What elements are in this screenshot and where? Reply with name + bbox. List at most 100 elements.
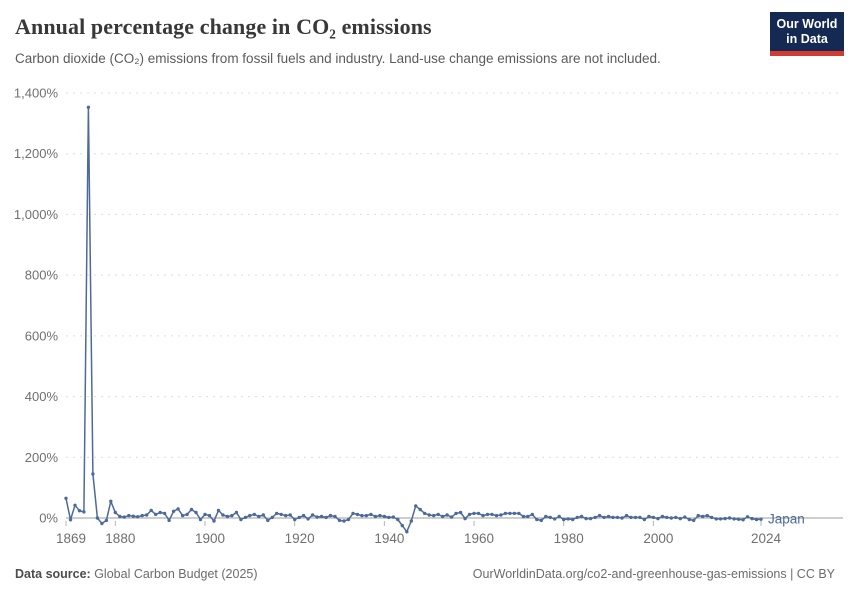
data-point[interactable] xyxy=(176,507,180,511)
data-point[interactable] xyxy=(306,517,310,521)
data-point[interactable] xyxy=(127,513,131,518)
data-point[interactable] xyxy=(535,517,539,522)
data-point[interactable] xyxy=(207,513,212,518)
data-point[interactable] xyxy=(544,514,548,519)
data-point[interactable] xyxy=(606,514,611,519)
data-point[interactable] xyxy=(400,523,404,528)
data-point[interactable] xyxy=(575,515,579,520)
data-point[interactable] xyxy=(660,514,665,519)
data-point[interactable] xyxy=(230,513,234,518)
data-point[interactable] xyxy=(710,515,714,520)
data-point[interactable] xyxy=(145,513,149,517)
data-point[interactable] xyxy=(503,511,508,516)
data-point[interactable] xyxy=(154,512,158,517)
data-point[interactable] xyxy=(243,515,248,520)
owid-logo[interactable]: Our World in Data xyxy=(770,12,844,56)
data-point[interactable] xyxy=(369,512,373,517)
data-point[interactable] xyxy=(64,496,68,500)
data-point[interactable] xyxy=(476,511,481,516)
data-point[interactable] xyxy=(346,517,351,522)
data-point[interactable] xyxy=(481,513,485,518)
data-point[interactable] xyxy=(530,512,534,517)
data-point[interactable] xyxy=(136,515,140,519)
data-point[interactable] xyxy=(584,516,588,521)
data-point[interactable] xyxy=(315,515,319,519)
data-point[interactable] xyxy=(517,511,521,516)
data-point[interactable] xyxy=(248,513,252,518)
data-point[interactable] xyxy=(189,507,194,512)
data-point[interactable] xyxy=(158,510,162,515)
data-point[interactable] xyxy=(696,513,700,518)
data-point[interactable] xyxy=(745,515,750,519)
data-point[interactable] xyxy=(162,511,167,516)
data-point[interactable] xyxy=(449,515,454,519)
data-point[interactable] xyxy=(683,515,687,519)
data-point[interactable] xyxy=(750,516,754,521)
data-point[interactable] xyxy=(508,511,512,516)
data-point[interactable] xyxy=(548,515,552,520)
data-point[interactable] xyxy=(68,518,73,522)
data-point[interactable] xyxy=(642,517,647,522)
data-point[interactable] xyxy=(440,514,445,519)
data-point[interactable] xyxy=(351,511,355,516)
data-point[interactable] xyxy=(678,516,682,521)
data-point[interactable] xyxy=(284,513,288,518)
data-point[interactable] xyxy=(701,514,705,519)
data-point[interactable] xyxy=(342,519,346,523)
data-point[interactable] xyxy=(759,517,763,521)
data-point[interactable] xyxy=(104,518,109,523)
data-point[interactable] xyxy=(593,515,597,520)
data-point[interactable] xyxy=(86,105,91,109)
data-point[interactable] xyxy=(409,519,413,523)
data-point[interactable] xyxy=(629,515,633,520)
data-point[interactable] xyxy=(301,513,306,518)
data-point[interactable] xyxy=(324,515,328,520)
data-point[interactable] xyxy=(647,514,651,519)
data-point[interactable] xyxy=(432,513,436,518)
data-point[interactable] xyxy=(714,517,718,521)
data-point[interactable] xyxy=(140,513,144,518)
data-point[interactable] xyxy=(597,513,602,518)
data-point[interactable] xyxy=(261,513,265,517)
data-point[interactable] xyxy=(512,511,517,516)
data-point[interactable] xyxy=(624,513,629,518)
data-point[interactable] xyxy=(270,515,274,520)
data-point[interactable] xyxy=(674,515,678,520)
data-point[interactable] xyxy=(418,507,422,512)
data-point[interactable] xyxy=(288,513,292,517)
data-point[interactable] xyxy=(113,510,118,515)
data-point[interactable] xyxy=(109,499,113,503)
data-point[interactable] xyxy=(333,514,337,519)
data-point[interactable] xyxy=(297,515,301,520)
data-point[interactable] xyxy=(553,517,557,521)
data-point[interactable] xyxy=(293,517,297,522)
data-point[interactable] xyxy=(633,515,638,520)
data-point[interactable] xyxy=(494,513,499,518)
data-point[interactable] xyxy=(620,516,624,520)
series-label-japan[interactable]: Japan xyxy=(768,512,805,527)
data-point[interactable] xyxy=(131,514,135,518)
data-point[interactable] xyxy=(571,517,575,522)
data-point[interactable] xyxy=(414,504,418,508)
data-point[interactable] xyxy=(252,512,256,517)
data-point[interactable] xyxy=(718,517,723,521)
data-point[interactable] xyxy=(122,515,127,519)
data-point[interactable] xyxy=(319,514,324,519)
data-point[interactable] xyxy=(445,513,449,517)
data-point[interactable] xyxy=(239,517,243,522)
data-point[interactable] xyxy=(692,518,696,523)
data-point[interactable] xyxy=(387,515,391,520)
data-point[interactable] xyxy=(723,516,727,521)
data-point[interactable] xyxy=(454,511,458,516)
data-point[interactable] xyxy=(216,508,221,513)
data-point[interactable] xyxy=(360,513,364,518)
data-point[interactable] xyxy=(180,513,185,518)
data-point[interactable] xyxy=(337,518,342,523)
data-point[interactable] xyxy=(472,511,476,516)
data-point[interactable] xyxy=(212,519,216,523)
data-point[interactable] xyxy=(203,512,207,517)
data-point[interactable] xyxy=(391,515,395,519)
data-point[interactable] xyxy=(221,513,225,517)
data-point[interactable] xyxy=(611,515,615,520)
data-point[interactable] xyxy=(355,512,360,517)
